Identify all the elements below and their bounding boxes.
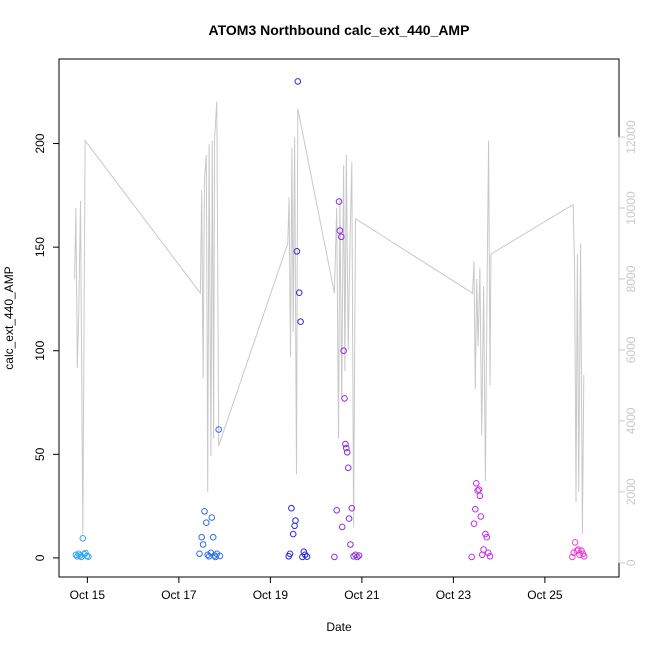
data-point [474, 487, 481, 494]
y2-tick-label: 8000 [624, 265, 638, 292]
data-point [295, 289, 303, 297]
y-tick-label: 50 [33, 447, 47, 461]
y2-tick-label: 0 [624, 559, 638, 566]
y2-tick-label: 12000 [624, 120, 638, 154]
data-point [196, 550, 203, 558]
data-point [352, 551, 359, 559]
data-point [475, 486, 483, 493]
data-point [292, 517, 299, 524]
y-axis-left: 0 50 100 150 200 [33, 133, 60, 561]
data-point [338, 523, 346, 531]
x-axis: Oct 15 Oct 17 Oct 19 Oct 21 Oct 23 Oct 25 [70, 576, 563, 602]
data-point [201, 508, 208, 515]
data-point [345, 515, 353, 522]
data-point [85, 553, 92, 561]
data-point [333, 507, 341, 514]
data-point [212, 553, 219, 561]
x-tick-label: Oct 17 [161, 588, 197, 602]
data-point [301, 551, 309, 559]
data-point [347, 541, 354, 548]
data-point [286, 550, 294, 558]
y2-tick-label: 4000 [624, 407, 638, 434]
data-point [291, 522, 298, 530]
data-point [468, 553, 476, 561]
data-point [341, 395, 348, 402]
data-point [300, 548, 308, 556]
x-tick-label: Oct 23 [436, 588, 472, 602]
data-point [476, 492, 484, 500]
y-tick-label: 100 [33, 340, 47, 360]
data-point [294, 78, 302, 85]
data-point [484, 549, 492, 557]
data-point [208, 514, 216, 521]
data-point [297, 318, 304, 326]
data-point [209, 533, 217, 541]
data-point [338, 233, 345, 241]
x-tick-label: Oct 21 [344, 588, 380, 602]
data-point [76, 552, 84, 559]
data-point [477, 513, 485, 520]
data-point [79, 535, 87, 542]
x-tick-label: Oct 15 [70, 588, 106, 602]
data-point [344, 464, 352, 472]
series-points-layer [72, 78, 588, 561]
data-point [571, 539, 579, 546]
chart-title: ATOM3 Northbound calc_ext_440_AMP [209, 22, 470, 38]
data-point [473, 480, 480, 487]
y2-tick-label: 2000 [624, 478, 638, 505]
series-line-layer [74, 101, 585, 535]
data-point [343, 444, 350, 452]
data-point [215, 426, 222, 433]
data-point [331, 553, 338, 561]
y2-tick-label: 10000 [624, 191, 638, 225]
series-line-path [74, 101, 585, 535]
data-point [343, 449, 351, 456]
y-axis-label: calc_ext_440_AMP [2, 266, 16, 369]
data-point [203, 519, 210, 527]
data-point [470, 520, 478, 528]
data-point [569, 553, 576, 561]
data-point [580, 553, 588, 560]
y2-tick-label: 6000 [624, 336, 638, 363]
data-point [355, 552, 363, 559]
data-point [72, 551, 80, 559]
data-point [342, 440, 349, 448]
y-tick-label: 200 [33, 133, 47, 153]
data-point [482, 530, 489, 538]
data-point [336, 227, 344, 234]
y-tick-label: 0 [33, 554, 47, 561]
data-point [199, 541, 207, 548]
data-point [483, 533, 491, 541]
data-point [293, 248, 301, 255]
data-point [340, 347, 347, 355]
x-tick-label: Oct 19 [253, 588, 289, 602]
data-point [335, 198, 343, 205]
data-point [303, 553, 311, 561]
data-point [216, 552, 224, 560]
data-point [480, 546, 487, 553]
data-point [288, 504, 295, 512]
x-tick-label: Oct 25 [527, 588, 563, 602]
data-point [354, 553, 361, 561]
data-point [198, 533, 205, 541]
data-point [348, 504, 356, 512]
data-point [578, 547, 585, 555]
y-axis-right: 0 2000 4000 6000 8000 10000 12000 [618, 120, 638, 566]
data-point [472, 505, 479, 513]
x-axis-label: Date [326, 620, 352, 634]
y-tick-label: 150 [33, 237, 47, 257]
data-point [576, 551, 584, 559]
data-point [289, 530, 297, 538]
data-point [486, 553, 494, 560]
